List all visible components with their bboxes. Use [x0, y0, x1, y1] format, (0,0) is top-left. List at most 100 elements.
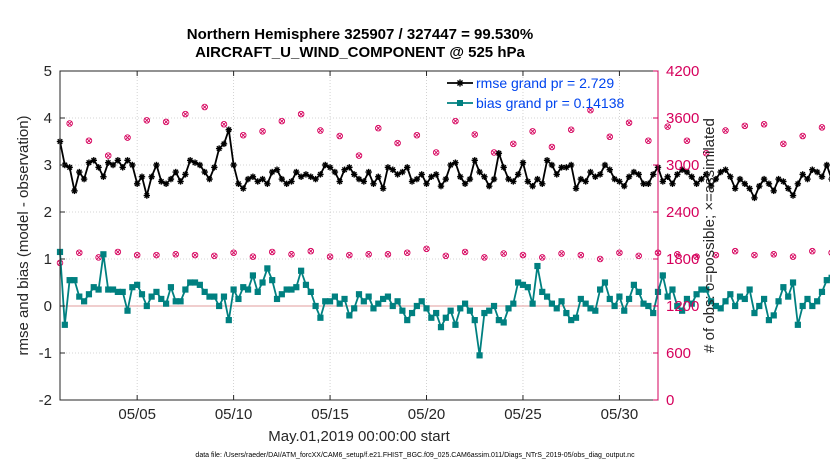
rmse-point — [264, 180, 271, 187]
rmse-point — [476, 168, 483, 176]
rmse-point — [153, 161, 160, 169]
obs-possible-point — [818, 124, 826, 131]
bias-point — [524, 284, 531, 291]
obs-assimilated-point — [636, 253, 642, 259]
bias-point — [351, 305, 358, 312]
obs-assimilated-point — [722, 128, 729, 134]
obs-possible-point — [452, 117, 459, 125]
obs-assimilated-point — [472, 131, 478, 137]
obs-possible-point — [693, 253, 700, 260]
obs-assimilated-point — [645, 138, 651, 144]
bias-point — [756, 302, 763, 310]
bias-point — [775, 298, 782, 305]
rmse-point — [211, 164, 218, 171]
rmse-point — [76, 168, 83, 176]
rmse-point — [114, 157, 122, 164]
bias-point — [143, 302, 150, 310]
obs-assimilated-point — [809, 248, 815, 254]
rmse-point — [196, 161, 204, 169]
bias-point — [384, 293, 392, 300]
obs-possible-point — [307, 247, 315, 255]
rmse-point — [259, 175, 266, 183]
y-tick-label-left: 0 — [44, 298, 52, 315]
obs-possible-point — [539, 254, 546, 261]
rmse-point — [461, 180, 469, 187]
rmse-point — [206, 175, 213, 183]
rmse-point — [703, 171, 710, 178]
obs-possible-point — [95, 254, 102, 261]
y-tick-label-right: 1800 — [666, 251, 699, 268]
obs-assimilated-point — [713, 252, 719, 258]
obs-possible-point — [153, 251, 160, 259]
obs-assimilated-point — [337, 133, 343, 139]
rmse-point — [765, 180, 773, 187]
rmse-point — [71, 187, 78, 195]
bias-point — [95, 286, 102, 293]
bias-point — [293, 284, 300, 291]
bias-point — [230, 286, 237, 293]
rmse-point — [674, 171, 681, 178]
bias-point — [273, 295, 281, 303]
bias-point — [370, 305, 377, 312]
y-tick-label-left: -2 — [39, 392, 52, 409]
rmse-point — [707, 182, 715, 190]
bias-point — [124, 307, 131, 314]
bias-point — [746, 286, 753, 293]
obs-assimilated-point — [732, 248, 738, 254]
bias-point — [423, 305, 430, 312]
bias-point — [408, 309, 416, 317]
bias-point — [225, 317, 232, 324]
rmse-point — [365, 168, 372, 176]
rmse-point — [770, 187, 777, 195]
bias-point — [326, 298, 334, 305]
obs-assimilated-point — [86, 138, 92, 144]
rmse-point — [785, 185, 792, 192]
rmse-point — [688, 173, 695, 180]
rmse-point — [698, 175, 705, 183]
bias-point — [630, 281, 637, 288]
rmse-point — [596, 171, 604, 178]
bias-point — [71, 277, 78, 284]
bias-point — [601, 279, 609, 286]
obs-assimilated-point — [115, 249, 121, 255]
bias-point — [577, 295, 584, 303]
rmse-point — [370, 180, 377, 187]
obs-possible-point — [211, 252, 218, 260]
bias-point — [447, 307, 454, 314]
rmse-point — [375, 173, 382, 180]
obs-assimilated-point — [790, 254, 796, 260]
bias-point — [707, 298, 715, 305]
rmse-point — [664, 173, 671, 180]
obs-assimilated-point — [76, 250, 82, 256]
chart-title-line-2: AIRCRAFT_U_WIND_COMPONENT @ 525 hPa — [195, 44, 525, 61]
obs-possible-point — [490, 149, 498, 156]
obs-possible-point — [461, 248, 469, 256]
rmse-point — [490, 175, 498, 183]
bias-point — [461, 300, 469, 307]
obs-possible-point — [635, 252, 642, 260]
obs-assimilated-point — [616, 250, 622, 256]
obs-possible-point — [760, 121, 768, 128]
obs-possible-point — [249, 253, 257, 260]
bias-point — [669, 286, 676, 293]
bias-point — [244, 286, 252, 293]
obs-assimilated-point — [346, 252, 352, 258]
bias-point — [780, 284, 787, 291]
x-tick-label: 05/25 — [504, 406, 542, 423]
obs-assimilated-point — [452, 118, 458, 124]
y-tick-label-left: -1 — [39, 345, 52, 362]
rmse-point — [437, 182, 445, 190]
obs-possible-point — [346, 251, 353, 259]
rmse-point — [177, 178, 184, 185]
bias-point — [548, 300, 556, 307]
obs-possible-point — [133, 251, 141, 259]
bias-point — [789, 279, 797, 286]
bias-point — [317, 314, 324, 321]
bias-point — [727, 291, 734, 298]
rmse-point — [486, 182, 493, 190]
y-tick-label-left: 2 — [44, 204, 52, 221]
rmse-point — [760, 175, 768, 183]
rmse-point — [514, 171, 522, 178]
bias-point — [452, 321, 459, 328]
